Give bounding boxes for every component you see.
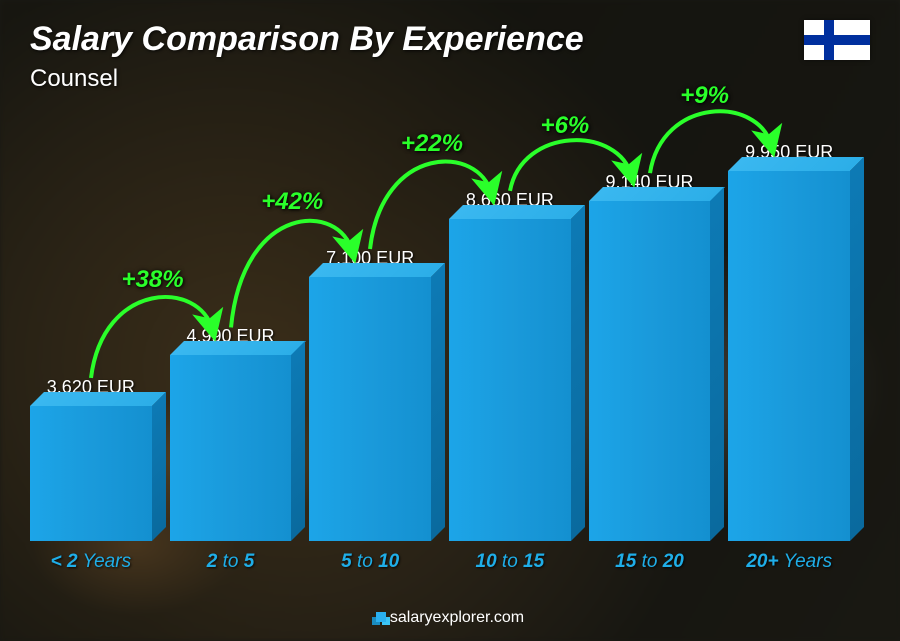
increase-pct-label: +22%	[401, 130, 463, 158]
increase-pct-label: +38%	[122, 266, 184, 294]
finland-flag-icon	[804, 20, 870, 60]
footer: salaryexplorer.com	[0, 609, 900, 627]
header: Salary Comparison By Experience Counsel	[30, 20, 870, 93]
bar-category-label: 20+ Years	[704, 551, 874, 573]
bar-4: 9,140 EUR15 to 20	[589, 172, 711, 541]
bar-1: 4,990 EUR2 to 5	[170, 326, 292, 541]
salary-chart: 3,620 EUR< 2 Years4,990 EUR2 to 57,100 E…	[30, 100, 850, 571]
bar-shape	[170, 355, 292, 541]
increase-pct-label: +6%	[541, 112, 590, 140]
increase-pct-label: +9%	[680, 82, 729, 110]
bar-shape	[728, 171, 850, 541]
bar-2: 7,100 EUR5 to 10	[309, 248, 431, 541]
bar-shape	[589, 201, 711, 541]
bar-3: 8,660 EUR10 to 15	[449, 190, 571, 541]
bar-shape	[30, 406, 152, 541]
bar-shape	[449, 219, 571, 541]
logo-icon	[376, 612, 386, 622]
bar-shape	[309, 277, 431, 541]
bar-0: 3,620 EUR< 2 Years	[30, 377, 152, 541]
bar-5: 9,950 EUR20+ Years	[728, 142, 850, 541]
footer-text: salaryexplorer.com	[390, 609, 524, 626]
page-title: Salary Comparison By Experience	[30, 20, 584, 59]
increase-pct-label: +42%	[261, 188, 323, 216]
page-subtitle: Counsel	[30, 65, 584, 93]
